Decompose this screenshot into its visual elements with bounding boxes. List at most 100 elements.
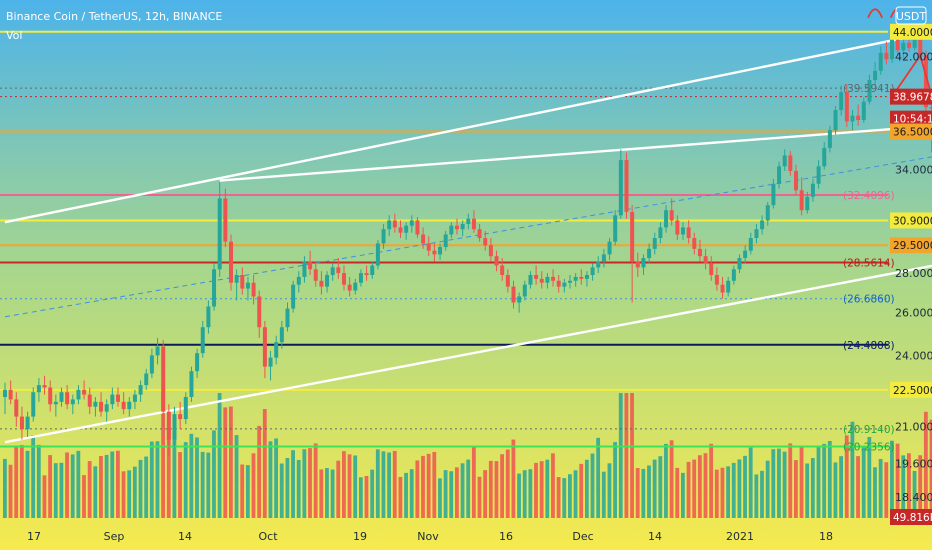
candle-body xyxy=(483,238,488,246)
volume-bar xyxy=(483,470,488,518)
candle xyxy=(251,274,256,305)
candle xyxy=(132,389,137,410)
price-label: (20.2356) xyxy=(843,441,895,453)
candle-body xyxy=(358,273,363,283)
volume-bar xyxy=(48,455,52,518)
volume-bar xyxy=(500,454,504,518)
volume-bar xyxy=(714,469,719,518)
candle xyxy=(641,254,646,275)
candle-body xyxy=(471,218,476,230)
volume-bar xyxy=(590,453,595,518)
currency-label: USDT xyxy=(896,10,927,23)
time-tick: 16 xyxy=(499,530,513,543)
candle xyxy=(647,243,652,264)
volume-bar xyxy=(568,474,572,518)
volume-bar xyxy=(703,453,708,518)
currency-badge[interactable]: USDT xyxy=(895,6,927,25)
candle xyxy=(652,232,657,255)
candle xyxy=(223,188,228,248)
candle xyxy=(590,263,595,281)
volume-bar xyxy=(562,478,567,518)
volume-bar xyxy=(844,435,849,518)
candle-body xyxy=(285,308,290,328)
candle-body xyxy=(110,394,115,405)
price-label-bg xyxy=(890,23,932,40)
candle xyxy=(658,222,663,244)
candle-body xyxy=(438,247,443,255)
volume-bar xyxy=(534,462,538,518)
price-label: 22.5000 xyxy=(890,381,932,398)
volume-bar xyxy=(635,468,640,518)
volume-bar xyxy=(245,465,250,518)
candle xyxy=(483,230,488,251)
candle xyxy=(144,368,149,390)
candle xyxy=(127,397,132,417)
candle xyxy=(398,220,403,239)
candle-body xyxy=(138,385,143,395)
volume-bar xyxy=(760,470,764,518)
volume-bar xyxy=(794,460,798,518)
candle xyxy=(342,265,346,291)
trendline xyxy=(4,156,932,318)
candle-body xyxy=(630,211,635,262)
candle-body xyxy=(296,276,301,285)
volume-bar xyxy=(161,393,165,518)
candle xyxy=(291,280,296,313)
candle xyxy=(777,161,782,189)
candle-body xyxy=(172,414,177,440)
candle-body xyxy=(82,389,87,395)
volume-bar xyxy=(929,419,932,518)
volume-bar xyxy=(183,442,188,518)
candle xyxy=(455,218,459,235)
volume-bar xyxy=(647,465,651,518)
candle-body xyxy=(217,198,222,270)
candle-body xyxy=(720,284,725,293)
candle xyxy=(302,256,307,283)
volume-bar xyxy=(878,459,883,518)
price-tick: 18.4000 xyxy=(895,491,932,504)
volume-bar xyxy=(867,437,872,518)
candle xyxy=(172,406,177,448)
candle-body xyxy=(206,306,211,328)
candle xyxy=(839,85,844,116)
projection-arrow xyxy=(891,53,932,101)
candle-body xyxy=(517,296,522,303)
candle-body xyxy=(799,190,804,211)
volume-bar xyxy=(601,471,606,518)
volume-bar xyxy=(285,458,290,518)
candle xyxy=(765,201,770,226)
volume-bar xyxy=(99,456,103,518)
candle-body xyxy=(681,227,685,235)
candle xyxy=(714,267,719,291)
candle-body xyxy=(737,258,742,270)
volume-bar xyxy=(923,411,928,518)
price-label: (20.9140) xyxy=(843,424,895,436)
volume-bar xyxy=(726,466,730,518)
candle xyxy=(59,387,64,407)
price-label-text: 29.5000 xyxy=(893,240,932,252)
candle-body xyxy=(19,416,24,430)
price-label: 44.0000 xyxy=(890,23,932,40)
time-tick: 2021 xyxy=(726,530,754,543)
candle xyxy=(31,387,36,422)
time-tick: Sep xyxy=(104,530,125,543)
volume-bar xyxy=(517,473,521,518)
price-tick: 26.0000 xyxy=(895,307,932,320)
candle xyxy=(522,280,527,301)
candle-body xyxy=(268,357,273,367)
candle-body xyxy=(149,355,154,374)
candle-body xyxy=(449,225,454,235)
candle xyxy=(336,258,341,279)
candle xyxy=(799,177,804,216)
candle xyxy=(99,392,104,417)
price-label: 10:54:16 xyxy=(890,110,932,127)
candle xyxy=(867,74,872,105)
volume-bar xyxy=(110,451,115,518)
volume-bar xyxy=(596,437,601,518)
candle xyxy=(82,380,87,400)
candle-body xyxy=(697,248,702,257)
candle xyxy=(805,191,810,214)
price-label-text: 10:54:16 xyxy=(893,114,932,126)
